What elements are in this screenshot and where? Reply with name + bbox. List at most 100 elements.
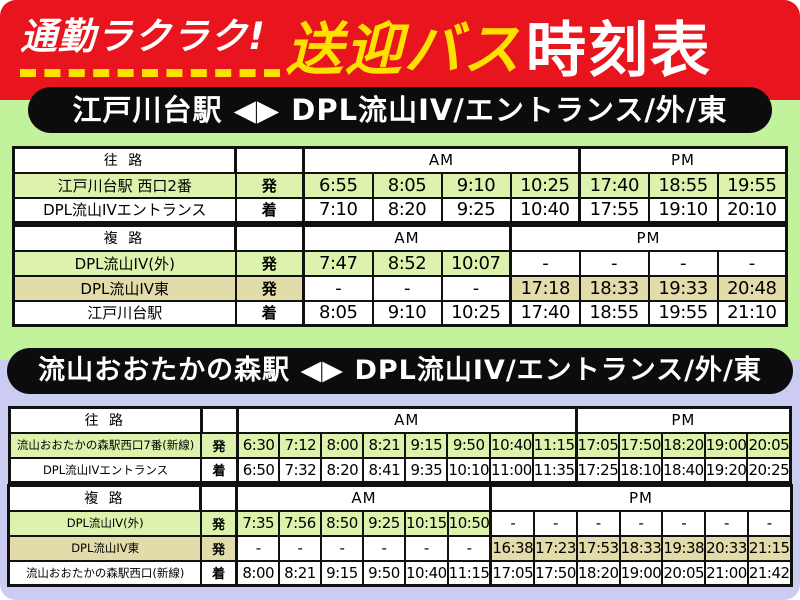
table-row: DPL流山IV(外) 発 7:47 8:52 10:07- - - - [12, 249, 788, 277]
time-cell: 8:52 [371, 249, 443, 277]
time-cell: 17:05 [489, 559, 536, 587]
time-cell: 17:05 [574, 431, 621, 459]
table-row: DPL流山IV東発 - - - - - -16:38 17:23 17:53 18:33 19:38… [7, 534, 793, 562]
time-cell: 9:35 [404, 456, 449, 484]
time-cell: 9:15 [319, 559, 364, 587]
time-cell: 9:25 [440, 196, 512, 224]
time-cell: - [509, 249, 581, 277]
time-cell: 20:25 [746, 456, 792, 484]
header-banner: 通勤ラクラク! 送迎バス 時刻表 [0, 0, 800, 100]
time-cell: 18:55 [578, 299, 650, 327]
time-cell: 8:50 [319, 509, 364, 537]
time-cell: 7:32 [278, 456, 323, 484]
timetable-otakanomori-outbound: 往 路 AM PM 流山おおたかの森駅西口7番(新線) 発 6:30 7:12 8:00 8:2… [7, 406, 793, 484]
time-cell: 8:05 [371, 171, 443, 199]
depart-arrive-cell: 着 [234, 196, 305, 224]
timetable-edogawadai-outbound: 往 路 AM PM 江戸川台駅 西口2番発 6:55 8:05 9:10 10:25 17:40… [12, 146, 788, 224]
header-row: 複 路 AM PM [12, 224, 788, 252]
time-cell: 8:05 [302, 299, 374, 327]
time-cell: 20:10 [716, 196, 788, 224]
depart-arrive-cell: 発 [199, 509, 238, 537]
time-cell: 8:20 [320, 456, 365, 484]
time-cell: - [716, 249, 788, 277]
time-cell: 10:40 [403, 559, 449, 587]
depart-arrive-cell: 着 [234, 299, 305, 327]
time-cell: 9:10 [440, 171, 512, 199]
time-cell: 18:20 [575, 559, 621, 587]
time-cell: 11:15 [531, 431, 578, 459]
time-cell: 8:20 [371, 196, 443, 224]
time-cell: 8:00 [320, 431, 365, 459]
depart-arrive-cell: 発 [234, 274, 305, 302]
station-label-cell: 江戸川台駅 西口2番 [12, 171, 237, 199]
time-cell: - [235, 534, 280, 562]
direction-header: 複 路 [12, 224, 237, 252]
time-cell: 18:33 [578, 274, 650, 302]
table-row: 江戸川台駅着 8:05 9:10 10:25 17:40 18:55 19:55 21:10 [12, 299, 788, 327]
time-cell: 8:41 [362, 456, 407, 484]
timetable-otakanomori-return: 複 路 AM PM DPL流山IV(外) 発 7:35 7:56 8:50 9:25 10:15 1… [7, 484, 793, 587]
route-banner-edogawadai: 江戸川台駅 ◀▶ DPL流山IV/エントランス/外/東 [28, 87, 772, 133]
title-bus: 送迎バス [285, 17, 522, 84]
station-label-cell: DPL流山IV東 [12, 274, 237, 302]
tables-otakanomori: 往 路 AM PM 流山おおたかの森駅西口7番(新線) 発 6:30 7:12 8:00 8:2… [0, 406, 800, 587]
station-label-cell: DPL流山IV東 [7, 534, 202, 562]
direction-header: 往 路 [12, 146, 237, 174]
station-label-cell: DPL流山IVエントランス [12, 196, 237, 224]
period-header-am: AM [302, 146, 581, 174]
empty-header [199, 406, 239, 434]
time-cell: 6:55 [302, 171, 374, 199]
title-catchphrase: 通勤ラクラク! [20, 6, 280, 77]
time-cell: 9:50 [361, 559, 406, 587]
route-banner-otakanomori: 流山おおたかの森駅 ◀▶ DPL流山IV/エントランス/外/東 [7, 348, 793, 394]
tables-edogawadai: 往 路 AM PM 江戸川台駅 西口2番発 6:55 8:05 9:10 10:25 17:40… [0, 146, 800, 327]
header-row: 往 路 AM PM [8, 406, 792, 434]
table-row: 江戸川台駅 西口2番発 6:55 8:05 9:10 10:25 17:40 18:55 19… [12, 171, 788, 199]
time-cell: 19:20 [703, 456, 749, 484]
time-cell: 21:00 [704, 559, 749, 587]
time-cell: 17:25 [574, 456, 621, 484]
time-cell: 9:10 [371, 299, 443, 327]
station-label-cell: DPL流山IV(外) [12, 249, 237, 277]
time-cell: 16:38 [489, 534, 536, 562]
period-header-pm: PM [489, 484, 793, 512]
time-cell: 9:50 [446, 431, 492, 459]
time-cell: 17:40 [578, 171, 650, 199]
time-cell: - [277, 534, 322, 562]
station-label-cell: DPL流山IV(外) [7, 509, 202, 537]
time-cell: 19:55 [716, 171, 788, 199]
time-cell: 10:40 [489, 431, 534, 459]
period-header-pm: PM [509, 224, 788, 252]
direction-header: 往 路 [8, 406, 203, 434]
station-label-cell: 流山おおたかの森駅西口(新線) [7, 559, 202, 587]
time-cell: - [371, 274, 443, 302]
time-cell: - [578, 249, 650, 277]
period-header-pm: PM [578, 146, 788, 174]
station-label-cell: 江戸川台駅 [12, 299, 237, 327]
header-row: 往 路 AM PM [12, 146, 788, 174]
time-cell: 10:40 [509, 196, 581, 224]
time-cell: 17:50 [533, 559, 578, 587]
station-label-cell: 流山おおたかの森駅西口7番(新線) [8, 431, 203, 459]
table-row: 流山おおたかの森駅西口7番(新線) 発 6:30 7:12 8:00 8:21 9:15 9:… [8, 431, 792, 459]
time-cell: 17:23 [533, 534, 578, 562]
time-cell: - [489, 509, 536, 537]
time-cell: - [533, 509, 578, 537]
time-cell: 17:40 [509, 299, 581, 327]
time-cell: 21:10 [716, 299, 788, 327]
section-otakanomori: 流山おおたかの森駅 ◀▶ DPL流山IV/エントランス/外/東 往 路 AM PM 流… [0, 348, 800, 600]
station-label-cell: DPL流山IVエントランス [8, 456, 203, 484]
time-cell: 19:10 [647, 196, 719, 224]
time-cell: 19:00 [618, 559, 664, 587]
time-cell: - [704, 509, 749, 537]
time-cell: - [403, 534, 449, 562]
time-cell: 21:15 [746, 534, 793, 562]
time-cell: 21:42 [746, 559, 793, 587]
time-cell: 17:53 [575, 534, 621, 562]
time-cell: - [361, 534, 406, 562]
section-edogawadai: 江戸川台駅 ◀▶ DPL流山IV/エントランス/外/東 往 路 AM PM 江戸川台駅… [0, 87, 800, 360]
time-cell: - [618, 509, 664, 537]
time-cell: 9:15 [404, 431, 449, 459]
empty-header [234, 146, 305, 174]
